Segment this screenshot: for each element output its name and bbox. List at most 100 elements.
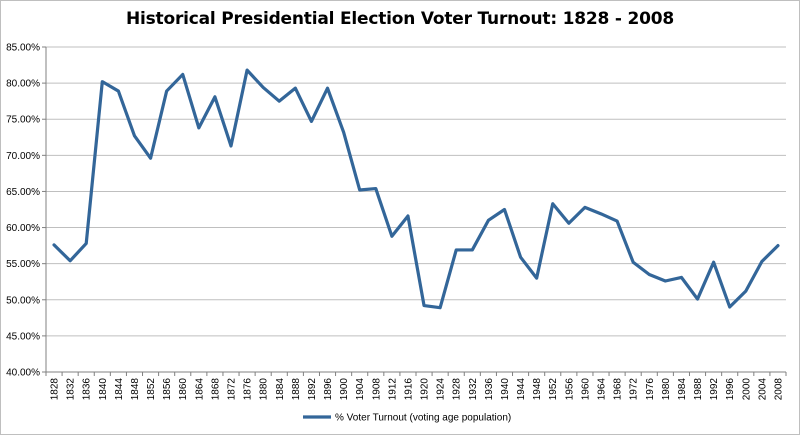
x-tick-label: 1996	[725, 378, 736, 401]
x-tick-label: 1940	[500, 378, 511, 401]
x-tick-label: 1932	[468, 378, 479, 401]
x-tick-label: 1900	[339, 378, 350, 401]
data-point	[52, 243, 56, 247]
x-tick-label: 1976	[645, 378, 656, 401]
y-tick-label: 50.00%	[6, 295, 40, 306]
y-tick-label: 65.00%	[6, 187, 40, 198]
x-tick-label: 1928	[452, 378, 463, 401]
legend-label: % Voter Turnout (voting age population)	[335, 413, 511, 424]
y-tick-label: 70.00%	[6, 151, 40, 162]
data-point	[117, 89, 120, 93]
data-point	[261, 86, 265, 89]
x-tick-label: 1916	[403, 378, 414, 401]
data-point	[776, 244, 780, 247]
x-tick-label: 1844	[114, 378, 125, 401]
data-point	[615, 219, 619, 223]
x-tick-label: 1908	[371, 378, 382, 401]
x-tick-label: 1920	[420, 378, 431, 401]
x-tick-label: 1936	[484, 378, 495, 401]
x-tick-label: 1872	[227, 378, 238, 401]
y-tick-label: 85.00%	[6, 43, 40, 54]
data-point	[68, 259, 72, 262]
data-point	[680, 276, 683, 279]
x-tick-label: 1968	[613, 378, 624, 401]
data-point	[358, 188, 361, 192]
x-tick-label: 1888	[291, 378, 302, 401]
y-tick-label: 40.00%	[6, 368, 40, 379]
data-point	[728, 305, 731, 309]
x-tick-label: 2000	[741, 378, 752, 401]
y-tick-label: 60.00%	[6, 223, 40, 234]
x-tick-label: 1852	[146, 378, 157, 401]
x-tick-label: 1948	[532, 378, 543, 401]
data-point	[133, 134, 136, 138]
x-tick-label: 1860	[178, 378, 189, 401]
series-line	[52, 68, 780, 310]
data-point	[664, 279, 667, 283]
data-point	[326, 86, 329, 90]
x-tick-label: 1832	[66, 378, 77, 401]
x-tick-label: 1984	[677, 378, 688, 401]
data-point	[455, 248, 458, 252]
data-point	[406, 214, 410, 218]
data-point	[648, 273, 651, 276]
data-point	[631, 261, 635, 264]
x-tick-label: 1896	[323, 378, 334, 401]
data-point	[294, 86, 297, 90]
data-point	[165, 89, 168, 93]
y-tick-label: 80.00%	[6, 79, 40, 90]
x-tick-label: 1944	[516, 378, 527, 401]
data-point	[487, 219, 490, 222]
data-point	[519, 255, 522, 259]
x-tick-label: 1912	[387, 378, 398, 401]
data-point	[760, 260, 764, 263]
data-point	[245, 68, 249, 72]
x-tick-label: 1876	[243, 378, 254, 401]
data-point	[85, 242, 88, 245]
data-point	[390, 235, 394, 238]
x-tick-label: 1980	[661, 378, 672, 401]
data-point	[535, 276, 538, 280]
x-tick-label: 1960	[580, 378, 591, 401]
chart-title: Historical Presidential Election Voter T…	[125, 9, 674, 29]
x-tick-label: 1868	[210, 378, 221, 401]
data-point	[503, 208, 506, 211]
x-tick-label: 1924	[436, 378, 447, 401]
x-tick-label: 1856	[162, 378, 173, 401]
data-point	[744, 289, 747, 293]
y-tick-label: 75.00%	[6, 115, 40, 126]
x-tick-label: 1884	[275, 378, 286, 401]
x-tick-label: 1952	[548, 378, 559, 401]
x-tick-label: 1992	[709, 378, 720, 401]
x-tick-label: 1988	[693, 378, 704, 401]
x-tick-label: 1840	[98, 378, 109, 401]
data-point	[551, 202, 554, 205]
x-tick-label: 1956	[564, 378, 575, 401]
data-point	[181, 73, 184, 76]
x-tick-label: 1848	[130, 378, 141, 401]
data-point	[197, 126, 201, 130]
y-tick-label: 55.00%	[6, 259, 40, 270]
data-point	[422, 304, 426, 307]
data-point	[567, 222, 571, 225]
data-point	[583, 206, 587, 209]
x-tick-label: 1892	[307, 378, 318, 401]
data-point	[342, 131, 345, 134]
y-tick-label: 45.00%	[6, 331, 40, 342]
data-point	[438, 306, 442, 309]
data-point	[278, 99, 281, 103]
data-point	[712, 261, 715, 264]
data-point	[471, 248, 474, 252]
x-tick-label: 2008	[773, 378, 784, 401]
data-point	[229, 144, 233, 148]
data-point	[374, 187, 377, 190]
data-point	[149, 157, 152, 160]
x-tick-label: 2004	[757, 378, 768, 401]
data-point	[599, 212, 603, 216]
data-point	[310, 120, 313, 123]
x-tick-label: 1964	[597, 378, 608, 401]
x-tick-label: 1836	[82, 378, 93, 401]
x-tick-label: 1904	[355, 378, 366, 401]
